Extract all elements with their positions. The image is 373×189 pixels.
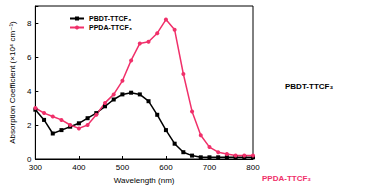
svg-text:4: 4 [27, 87, 32, 96]
svg-text:0: 0 [26, 154, 32, 164]
svg-text:700: 700 [203, 163, 217, 172]
svg-text:400: 400 [72, 163, 86, 172]
svg-text:500: 500 [116, 163, 130, 172]
svg-text:PBDT-TTCF₃: PBDT-TTCF₃ [285, 82, 333, 91]
svg-text:600: 600 [159, 163, 173, 172]
svg-text:800: 800 [246, 163, 260, 172]
svg-text:Wavelength (nm): Wavelength (nm) [114, 176, 175, 185]
svg-text:300: 300 [29, 163, 43, 172]
svg-text:PPDA-TTCF₃: PPDA-TTCF₃ [262, 174, 311, 183]
svg-text:PPDA-TTCF₃: PPDA-TTCF₃ [89, 24, 132, 31]
svg-text:2: 2 [27, 121, 32, 130]
svg-text:6: 6 [27, 53, 32, 62]
svg-text:PBDT-TTCF₃: PBDT-TTCF₃ [89, 15, 131, 22]
svg-text:8: 8 [27, 19, 32, 28]
svg-text:Absorption Coefficient (×10⁴ c: Absorption Coefficient (×10⁴ cm⁻¹) [8, 21, 17, 144]
